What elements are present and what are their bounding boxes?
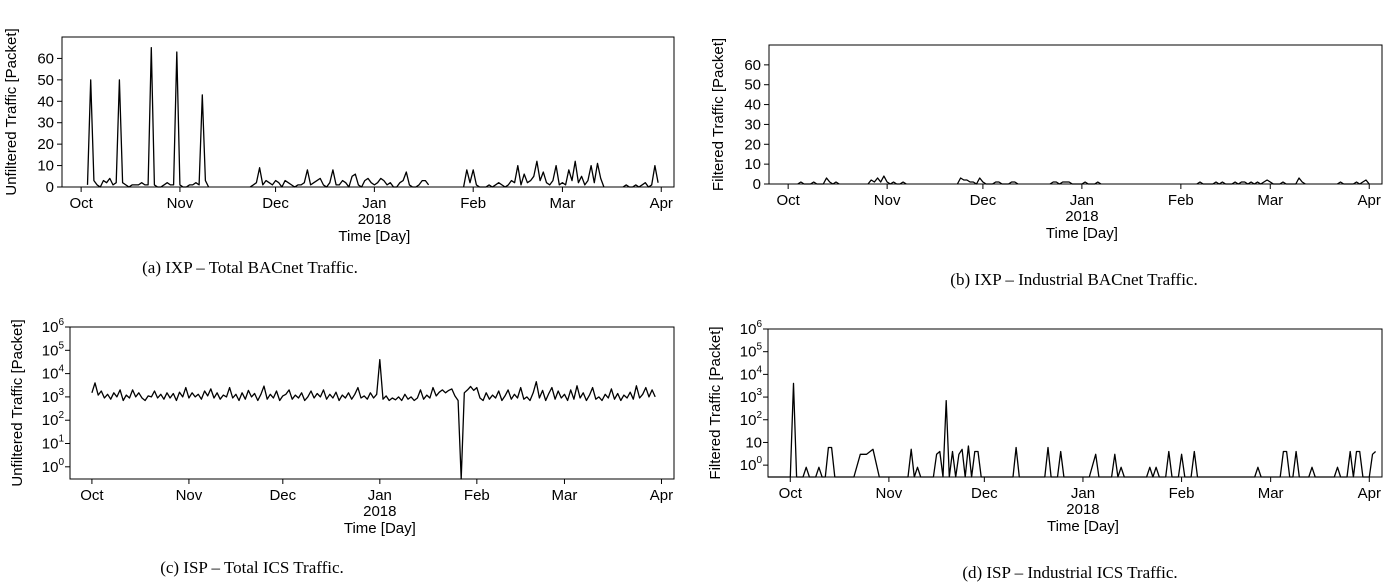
- series-line-segment: [462, 160, 605, 188]
- x-year-label: 2018: [363, 503, 396, 520]
- y-tick-label: 106: [740, 319, 763, 338]
- x-axis-label: Time [Day]: [344, 520, 416, 537]
- series-line-segment: [956, 177, 1019, 185]
- y-tick-label: 30: [37, 115, 54, 132]
- x-tick-label: Feb: [1168, 192, 1194, 209]
- x-tick-label: Nov: [876, 485, 903, 502]
- plot-frame: [61, 36, 675, 188]
- x-tick-label: Dec: [970, 192, 997, 209]
- series-line-segment: [1336, 179, 1370, 185]
- x-tick-label: Feb: [464, 487, 490, 504]
- y-tick-label: 104: [42, 364, 65, 383]
- x-tick-label: Dec: [262, 195, 289, 212]
- x-tick-label: Apr: [1358, 192, 1381, 209]
- figure-caption: (d) ISP – Industrial ICS Traffic.: [962, 563, 1177, 582]
- series-line-segment: [867, 175, 907, 185]
- series-line-segment: [1196, 177, 1306, 185]
- y-axis-label: Filtered Traffic [Packet]: [710, 38, 727, 191]
- y-tick-label: 60: [744, 57, 761, 74]
- y-tick-label: 100: [42, 457, 65, 476]
- y-tick-label: 40: [744, 97, 761, 114]
- series-line-segment: [91, 358, 656, 480]
- y-tick-label: 10: [37, 158, 54, 175]
- x-tick-label: Nov: [874, 192, 901, 209]
- x-tick-label: Dec: [971, 485, 998, 502]
- x-tick-label: Mar: [1257, 192, 1283, 209]
- y-tick-label: 10: [745, 434, 762, 451]
- y-tick-label: 102: [740, 410, 763, 429]
- series-line-segment: [249, 167, 430, 188]
- y-tick-label: 106: [42, 317, 65, 336]
- x-tick-label: Nov: [167, 195, 194, 212]
- x-axis-label: Time [Day]: [1046, 225, 1118, 242]
- x-tick-label: Apr: [1358, 485, 1381, 502]
- y-tick-label: 101: [42, 434, 65, 453]
- y-tick-label: 103: [42, 387, 65, 406]
- x-tick-label: Oct: [779, 485, 803, 502]
- x-tick-label: Jan: [368, 487, 392, 504]
- figure-caption: (a) IXP – Total BACnet Traffic.: [142, 258, 358, 277]
- x-tick-label: Feb: [1169, 485, 1195, 502]
- y-tick-label: 105: [740, 342, 763, 361]
- y-tick-label: 50: [744, 77, 761, 94]
- x-year-label: 2018: [1065, 208, 1098, 225]
- figure-caption: (c) ISP – Total ICS Traffic.: [160, 558, 344, 577]
- x-tick-label: Oct: [69, 195, 93, 212]
- series-line-segment: [768, 382, 1377, 478]
- x-tick-label: Apr: [650, 195, 673, 212]
- y-tick-label: 20: [744, 136, 761, 153]
- y-tick-label: 105: [42, 340, 65, 359]
- x-tick-label: Jan: [1070, 192, 1094, 209]
- y-tick-label: 10: [744, 156, 761, 173]
- y-tick-label: 30: [744, 116, 761, 133]
- y-tick-label: 20: [37, 136, 54, 153]
- x-tick-label: Oct: [776, 192, 800, 209]
- x-tick-label: Apr: [650, 487, 673, 504]
- y-axis-label: Unfiltered Traffic [Packet]: [9, 319, 26, 486]
- series-line-segment: [797, 177, 840, 185]
- y-tick-label: 50: [37, 72, 54, 89]
- x-tick-label: Jan: [1071, 485, 1095, 502]
- plot-frame: [768, 44, 1383, 185]
- y-tick-label: 103: [740, 387, 763, 406]
- x-year-label: 2018: [358, 211, 391, 228]
- y-tick-label: 0: [753, 176, 761, 193]
- series-line-segment: [86, 47, 210, 188]
- y-tick-label: 40: [37, 93, 54, 110]
- y-tick-label: 102: [42, 410, 65, 429]
- x-tick-label: Nov: [176, 487, 203, 504]
- y-tick-label: 100: [740, 455, 763, 474]
- x-tick-label: Oct: [80, 487, 104, 504]
- y-axis-label: Unfiltered Traffic [Packet]: [3, 28, 20, 195]
- x-tick-label: Mar: [552, 487, 578, 504]
- x-year-label: 2018: [1066, 501, 1099, 518]
- x-tick-label: Mar: [550, 195, 576, 212]
- x-axis-label: Time [Day]: [1047, 518, 1119, 535]
- y-tick-label: 104: [740, 364, 763, 383]
- x-tick-label: Jan: [362, 195, 386, 212]
- series-line-segment: [622, 164, 659, 188]
- y-axis-label: Filtered Traffic [Packet]: [707, 326, 724, 479]
- x-tick-label: Feb: [460, 195, 486, 212]
- figure-caption: (b) IXP – Industrial BACnet Traffic.: [950, 270, 1197, 289]
- x-tick-label: Dec: [269, 487, 296, 504]
- plot-frame: [69, 326, 675, 480]
- x-tick-label: Mar: [1258, 485, 1284, 502]
- plot-frame: [767, 328, 1383, 478]
- y-tick-label: 0: [46, 179, 54, 196]
- x-axis-label: Time [Day]: [338, 228, 410, 245]
- y-tick-label: 60: [37, 50, 54, 67]
